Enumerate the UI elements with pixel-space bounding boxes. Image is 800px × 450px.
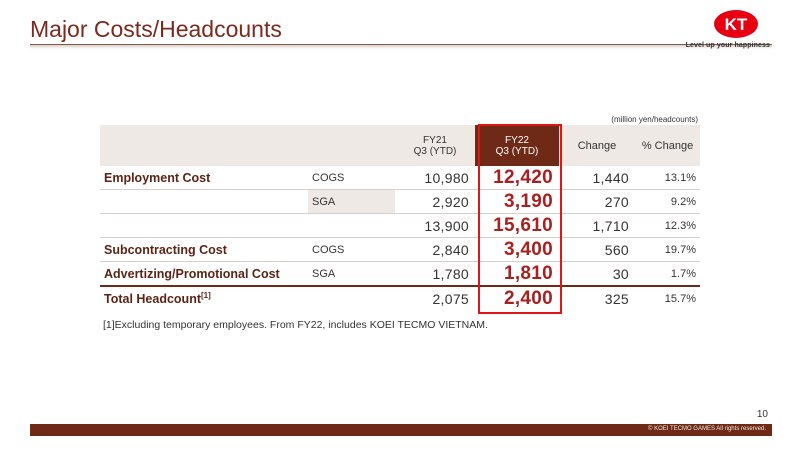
- row-label-text: Total Headcount: [104, 292, 201, 307]
- header-fy21: FY21 Q3 (YTD): [395, 125, 475, 166]
- fy21-value: 2,075: [395, 285, 475, 310]
- row-label: Total Headcount[1]: [100, 285, 308, 310]
- header-fy22-line1: FY22: [505, 134, 529, 146]
- slide-title: Major Costs/Headcounts: [30, 16, 282, 42]
- table-row: Subcontracting Cost COGS 2,840 3,400 560…: [100, 237, 700, 262]
- header-pct-change: % Change: [635, 125, 700, 166]
- header-fy21-line2: Q3 (YTD): [413, 145, 457, 157]
- header-fy22: FY22 Q3 (YTD): [475, 125, 559, 166]
- pct-change-value: 13.1%: [635, 166, 700, 190]
- costs-table: FY21 Q3 (YTD) FY22 Q3 (YTD) Change % Cha…: [100, 125, 700, 310]
- row-label: Subcontracting Cost: [100, 237, 308, 262]
- row-sub: [308, 285, 395, 310]
- pct-change-value: 15.7%: [635, 285, 700, 310]
- logo-text: KT: [725, 15, 748, 34]
- row-sub: COGS: [308, 237, 395, 262]
- row-label: Advertizing/Promotional Cost: [100, 261, 308, 287]
- change-value: 560: [559, 237, 635, 262]
- fy22-value: 2,400: [475, 285, 559, 310]
- fy22-value: 12,420: [475, 166, 559, 190]
- header-empty-cell: [100, 125, 308, 166]
- header-change: Change: [559, 125, 635, 166]
- logo-tagline: Level up your happiness: [685, 42, 770, 49]
- row-label: [100, 213, 308, 238]
- pct-change-value: 12.3%: [635, 213, 700, 238]
- footnote-marker: [1]: [201, 290, 211, 300]
- row-sub: [308, 213, 395, 238]
- footnote: [1]Excluding temporary employees. From F…: [103, 319, 488, 331]
- row-sub: SGA: [308, 189, 395, 214]
- title-divider: [30, 44, 772, 49]
- fy22-value: 3,190: [475, 189, 559, 214]
- fy21-value: 2,920: [395, 189, 475, 214]
- table-row-total: Total Headcount[1] 2,075 2,400 325 15.7%: [100, 285, 700, 310]
- change-value: 325: [559, 285, 635, 310]
- fy21-value: 2,840: [395, 237, 475, 262]
- header-empty-cell: [308, 125, 395, 166]
- footer-bar: [30, 424, 772, 436]
- table-row: Employment Cost COGS 10,980 12,420 1,440…: [100, 166, 700, 190]
- fy22-value: 15,610: [475, 213, 559, 238]
- table-row: Advertizing/Promotional Cost SGA 1,780 1…: [100, 261, 700, 287]
- fy22-value: 3,400: [475, 237, 559, 262]
- pct-change-value: 1.7%: [635, 261, 700, 287]
- table-header-row: FY21 Q3 (YTD) FY22 Q3 (YTD) Change % Cha…: [100, 125, 700, 166]
- header-fy22-line2: Q3 (YTD): [495, 145, 539, 157]
- fy21-value: 13,900: [395, 213, 475, 238]
- fy21-value: 1,780: [395, 261, 475, 287]
- page-number: 10: [756, 409, 768, 420]
- table-row: SGA 2,920 3,190 270 9.2%: [100, 189, 700, 214]
- table-row: 13,900 15,610 1,710 12.3%: [100, 213, 700, 238]
- pct-change-value: 19.7%: [635, 237, 700, 262]
- row-label: Employment Cost: [100, 166, 308, 190]
- koei-tecmo-logo-icon: KT: [713, 9, 759, 39]
- copyright-text: © KOEI TECMO GAMES All rights reserved.: [647, 426, 766, 432]
- change-value: 1,440: [559, 166, 635, 190]
- pct-change-value: 9.2%: [635, 189, 700, 214]
- unit-note: (million yen/headcounts): [611, 115, 698, 124]
- row-label: [100, 189, 308, 214]
- change-value: 270: [559, 189, 635, 214]
- fy21-value: 10,980: [395, 166, 475, 190]
- change-value: 1,710: [559, 213, 635, 238]
- change-value: 30: [559, 261, 635, 287]
- row-sub: SGA: [308, 261, 395, 287]
- fy22-value: 1,810: [475, 261, 559, 287]
- header-fy21-line1: FY21: [423, 134, 447, 146]
- row-sub: COGS: [308, 166, 395, 190]
